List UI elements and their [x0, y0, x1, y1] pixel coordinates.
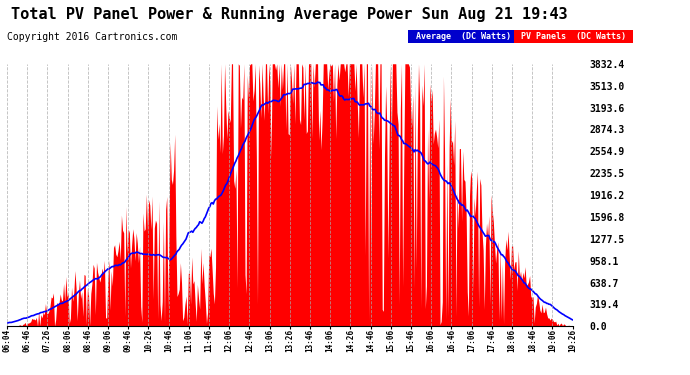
Text: Average  (DC Watts): Average (DC Watts) — [411, 32, 515, 41]
Text: Copyright 2016 Cartronics.com: Copyright 2016 Cartronics.com — [7, 32, 177, 42]
Text: PV Panels  (DC Watts): PV Panels (DC Watts) — [516, 32, 631, 41]
Text: Total PV Panel Power & Running Average Power Sun Aug 21 19:43: Total PV Panel Power & Running Average P… — [12, 6, 568, 22]
